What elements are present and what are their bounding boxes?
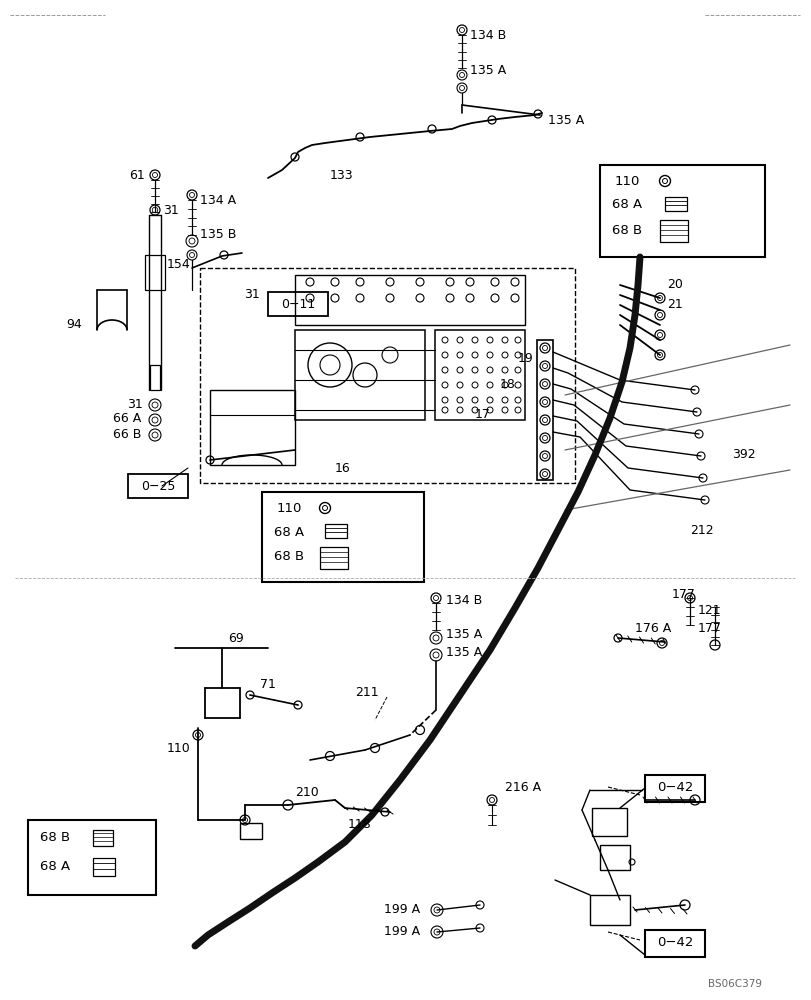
Text: 199 A: 199 A — [384, 925, 419, 938]
Text: 121: 121 — [697, 603, 721, 616]
Text: 134 B: 134 B — [470, 29, 505, 42]
Text: 31: 31 — [163, 204, 178, 217]
Bar — [150, 365, 160, 390]
Bar — [664, 197, 686, 211]
Text: 392: 392 — [731, 448, 755, 462]
Bar — [590, 895, 629, 925]
Bar — [435, 330, 525, 420]
Text: 135 A: 135 A — [547, 114, 584, 127]
Text: 19: 19 — [517, 352, 533, 364]
Text: 154: 154 — [167, 258, 191, 271]
Bar — [659, 220, 687, 242]
Bar — [210, 390, 294, 465]
Text: 69: 69 — [228, 632, 243, 645]
Text: 61: 61 — [129, 169, 145, 182]
Bar — [28, 820, 156, 895]
Text: 135 A: 135 A — [445, 629, 482, 642]
Text: 0−42: 0−42 — [656, 781, 693, 794]
Bar — [262, 492, 423, 582]
Text: 0−25: 0−25 — [140, 480, 175, 492]
Text: 212: 212 — [689, 524, 713, 536]
Text: 0−11: 0−11 — [281, 298, 315, 310]
Text: 0−42: 0−42 — [656, 936, 693, 949]
Bar — [599, 845, 629, 870]
Bar — [324, 524, 346, 538]
Bar — [145, 255, 165, 290]
Text: 177: 177 — [697, 621, 721, 635]
Text: 110: 110 — [614, 175, 640, 188]
Text: 135 A: 135 A — [445, 647, 482, 660]
Text: 31: 31 — [127, 398, 143, 412]
Text: 216 A: 216 A — [504, 781, 540, 794]
Text: 68 A: 68 A — [40, 860, 70, 874]
Bar — [536, 340, 552, 480]
Text: 31: 31 — [243, 288, 260, 302]
Text: 211: 211 — [354, 686, 378, 700]
Bar — [128, 474, 188, 498]
Text: 66 B: 66 B — [113, 428, 141, 442]
Text: 199 A: 199 A — [384, 903, 419, 916]
Bar — [599, 165, 764, 257]
Text: 110: 110 — [277, 502, 302, 514]
Bar — [268, 292, 328, 316]
Text: 16: 16 — [335, 462, 350, 475]
Bar — [591, 808, 626, 836]
Text: 135 A: 135 A — [470, 64, 505, 77]
Text: 176 A: 176 A — [634, 621, 671, 635]
Bar — [644, 930, 704, 957]
Bar — [200, 268, 574, 483]
Text: 110: 110 — [166, 742, 190, 754]
Text: 21: 21 — [666, 298, 682, 312]
Bar — [294, 330, 424, 420]
Text: 68 B: 68 B — [40, 831, 70, 844]
Text: 135 B: 135 B — [200, 229, 236, 241]
Text: 71: 71 — [260, 678, 276, 692]
Text: 18: 18 — [500, 378, 515, 391]
Text: 17: 17 — [474, 408, 491, 422]
Text: 68 A: 68 A — [273, 526, 304, 538]
Bar — [644, 775, 704, 802]
Bar — [93, 858, 115, 876]
Text: BS06C379: BS06C379 — [707, 979, 761, 989]
Text: 133: 133 — [329, 169, 353, 182]
Text: 177: 177 — [672, 588, 695, 601]
Text: 68 B: 68 B — [611, 224, 642, 236]
Text: 68 A: 68 A — [611, 198, 642, 212]
Bar — [240, 823, 262, 839]
Text: 66 A: 66 A — [113, 412, 141, 424]
Text: 118: 118 — [348, 818, 371, 831]
Text: 20: 20 — [666, 278, 682, 292]
Text: 94: 94 — [67, 318, 82, 332]
Bar — [320, 547, 348, 569]
Bar — [93, 830, 113, 846]
Text: 134 A: 134 A — [200, 194, 236, 207]
Bar — [294, 275, 525, 325]
Text: 68 B: 68 B — [273, 550, 304, 564]
Text: 210: 210 — [294, 786, 319, 799]
Text: 134 B: 134 B — [445, 594, 482, 607]
